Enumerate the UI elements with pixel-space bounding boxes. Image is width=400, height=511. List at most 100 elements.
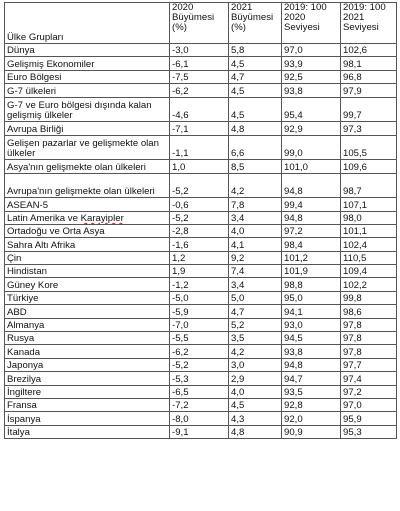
growth-2021-cell: 3,4 bbox=[228, 277, 282, 292]
country-group-cell: Gelişen pazarlar ve gelişmekte olan ülke… bbox=[4, 134, 170, 161]
growth-2021-cell: 3,5 bbox=[228, 331, 282, 346]
country-group-cell: İngiltere bbox=[4, 384, 170, 399]
level-2021-cell: 95,3 bbox=[340, 424, 397, 440]
country-group-cell: Rusya bbox=[4, 331, 170, 346]
table-row: ASEAN-5 -0,6 7,8 99,4 107,1 bbox=[4, 197, 397, 212]
level-2021-cell: 99,7 bbox=[340, 96, 397, 123]
growth-2021-cell: 5,8 bbox=[228, 42, 282, 58]
level-2020-cell: 92,8 bbox=[281, 397, 341, 413]
growth-2020-cell: -1,1 bbox=[169, 134, 229, 161]
level-2020-cell: 93,8 bbox=[281, 344, 341, 359]
header-level-2020: 2019: 100 2020 Seviyesi bbox=[281, 2, 341, 44]
country-group-cell: G-7 ülkeleri bbox=[4, 83, 170, 98]
level-2020-cell: 98,8 bbox=[281, 277, 341, 292]
country-group-cell: Avrupa'nın gelişmekte olan ülkeleri bbox=[4, 172, 170, 199]
level-2020-cell: 101,2 bbox=[281, 250, 341, 266]
level-2020-cell: 101,9 bbox=[281, 264, 341, 279]
growth-2020-cell: -1,6 bbox=[169, 237, 229, 252]
level-2021-cell: 98,7 bbox=[340, 172, 397, 199]
table-row: Gelişen pazarlar ve gelişmekte olan ülke… bbox=[4, 134, 397, 161]
country-group-cell: Almanya bbox=[4, 317, 170, 333]
level-2020-cell: 93,9 bbox=[281, 56, 341, 71]
level-2021-cell: 105,5 bbox=[340, 134, 397, 161]
growth-table: Ülke Grupları 2020 Büyümesi (%) 2021 Büy… bbox=[4, 2, 397, 440]
level-2021-cell: 97,8 bbox=[340, 331, 397, 346]
table-row: G-7 ülkeleri -6,2 4,5 93,8 97,9 bbox=[4, 83, 397, 98]
level-2020-cell: 94,8 bbox=[281, 210, 341, 225]
level-2020-cell: 92,9 bbox=[281, 121, 341, 136]
country-group-cell: Fransa bbox=[4, 397, 170, 413]
header-level-2021: 2019: 100 2021 Seviyesi bbox=[340, 2, 397, 44]
table-row: Avrupa'nın gelişmekte olan ülkeleri -5,2 4… bbox=[4, 172, 397, 199]
header-country-groups: Ülke Grupları bbox=[4, 2, 170, 44]
level-2020-cell: 93,0 bbox=[281, 317, 341, 333]
level-2020-cell: 93,5 bbox=[281, 384, 341, 399]
growth-2020-cell: -7,5 bbox=[169, 69, 229, 85]
growth-2021-cell: 4,1 bbox=[228, 237, 282, 252]
level-2020-cell: 92,5 bbox=[281, 69, 341, 85]
growth-2020-cell: -3,0 bbox=[169, 42, 229, 58]
growth-2020-cell: -5,0 bbox=[169, 290, 229, 306]
level-2020-cell: 95,0 bbox=[281, 290, 341, 306]
table-row: Latin Amerika ve Karayipler -5,2 3,4 94,8 98… bbox=[4, 210, 397, 225]
table-row: Rusya -5,5 3,5 94,5 97,8 bbox=[4, 331, 397, 346]
table-row: Ortadoğu ve Orta Asya -2,8 4,0 97,2 101,1 bbox=[4, 223, 397, 239]
level-2021-cell: 107,1 bbox=[340, 197, 397, 212]
table-row: Hindistan 1,9 7,4 101,9 109,4 bbox=[4, 264, 397, 279]
table-row: Çin 1,2 9,2 101,2 110,5 bbox=[4, 250, 397, 266]
table-row: İspanya -8,0 4,3 92,0 95,9 bbox=[4, 411, 397, 426]
country-group-cell: Avrupa Birliği bbox=[4, 121, 170, 136]
country-group-cell: Çin bbox=[4, 250, 170, 266]
level-2020-cell: 99,0 bbox=[281, 134, 341, 161]
level-2021-cell: 95,9 bbox=[340, 411, 397, 426]
growth-2021-cell: 4,2 bbox=[228, 344, 282, 359]
level-2020-cell: 94,7 bbox=[281, 371, 341, 386]
growth-2021-cell: 4,8 bbox=[228, 121, 282, 136]
growth-2021-cell: 5,2 bbox=[228, 317, 282, 333]
level-2020-cell: 97,2 bbox=[281, 223, 341, 239]
growth-2021-cell: 9,2 bbox=[228, 250, 282, 266]
growth-2021-cell: 7,8 bbox=[228, 197, 282, 212]
growth-2021-cell: 3,0 bbox=[228, 357, 282, 373]
level-2021-cell: 97,0 bbox=[340, 397, 397, 413]
growth-2021-cell: 4,7 bbox=[228, 304, 282, 319]
spellcheck-marked-word: Karayipler bbox=[80, 212, 124, 224]
level-2021-cell: 102,4 bbox=[340, 237, 397, 252]
header-growth-2021: 2021 Büyümesi (%) bbox=[228, 2, 282, 44]
growth-2020-cell: -6,5 bbox=[169, 384, 229, 399]
level-2020-cell: 92,0 bbox=[281, 411, 341, 426]
country-group-cell: Güney Kore bbox=[4, 277, 170, 292]
level-2020-cell: 101,0 bbox=[281, 159, 341, 174]
growth-2020-cell: -5,2 bbox=[169, 210, 229, 225]
growth-2020-cell: -9,1 bbox=[169, 424, 229, 440]
growth-2020-cell: -5,9 bbox=[169, 304, 229, 319]
country-group-cell: Latin Amerika ve Karayipler bbox=[4, 210, 170, 225]
table-row: Asya'nın gelişmekte olan ülkeleri 1,0 8,5 1… bbox=[4, 159, 397, 174]
level-2021-cell: 101,1 bbox=[340, 223, 397, 239]
level-2020-cell: 94,5 bbox=[281, 331, 341, 346]
level-2020-cell: 99,4 bbox=[281, 197, 341, 212]
country-group-cell: Kanada bbox=[4, 344, 170, 359]
header-growth-2020: 2020 Büyümesi (%) bbox=[169, 2, 229, 44]
header-row: Ülke Grupları 2020 Büyümesi (%) 2021 Büy… bbox=[4, 2, 397, 44]
growth-2020-cell: 1,9 bbox=[169, 264, 229, 279]
country-group-cell: ABD bbox=[4, 304, 170, 319]
table-row: İngiltere -6,5 4,0 93,5 97,2 bbox=[4, 384, 397, 399]
growth-2020-cell: -5,3 bbox=[169, 371, 229, 386]
growth-2020-cell: -2,8 bbox=[169, 223, 229, 239]
level-2020-cell: 90,9 bbox=[281, 424, 341, 440]
growth-2021-cell: 5,0 bbox=[228, 290, 282, 306]
country-group-cell: İspanya bbox=[4, 411, 170, 426]
growth-2020-cell: -7,2 bbox=[169, 397, 229, 413]
table-row: G-7 ve Euro bölgesi dışında kalan gelişm… bbox=[4, 96, 397, 123]
level-2021-cell: 110,5 bbox=[340, 250, 397, 266]
level-2021-cell: 98,0 bbox=[340, 210, 397, 225]
country-group-cell: Dünya bbox=[4, 42, 170, 58]
country-group-cell: Türkiye bbox=[4, 290, 170, 306]
level-2020-cell: 97,0 bbox=[281, 42, 341, 58]
table-row: Güney Kore -1,2 3,4 98,8 102,2 bbox=[4, 277, 397, 292]
country-group-cell: G-7 ve Euro bölgesi dışında kalan gelişm… bbox=[4, 96, 170, 123]
level-2021-cell: 97,4 bbox=[340, 371, 397, 386]
growth-2020-cell: 1,2 bbox=[169, 250, 229, 266]
country-group-cell: Japonya bbox=[4, 357, 170, 373]
